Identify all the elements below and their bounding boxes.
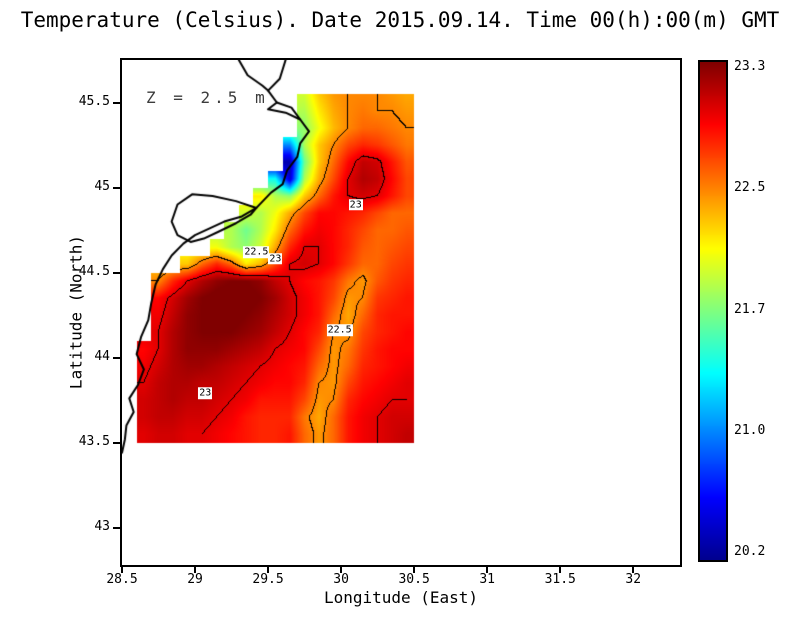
contour-label: 22.5 bbox=[243, 246, 270, 258]
y-tick-mark bbox=[113, 101, 120, 104]
chart-title: Temperature (Celsius). Date 2015.09.14. … bbox=[20, 8, 780, 32]
x-axis-label: Longitude (East) bbox=[323, 588, 479, 607]
y-tick-label: 45.5 bbox=[78, 93, 110, 109]
colorbar-tick-label: 21.0 bbox=[734, 422, 766, 438]
x-tick-mark bbox=[632, 567, 635, 573]
y-tick-mark bbox=[113, 186, 120, 189]
colorbar-tick-label: 20.2 bbox=[734, 544, 766, 559]
x-tick-mark bbox=[121, 567, 123, 573]
y-tick-label: 43 bbox=[94, 518, 110, 534]
x-tick-label: 31.5 bbox=[544, 572, 576, 587]
depth-annotation: Z = 2.5 m bbox=[146, 88, 269, 107]
contour-label: 22.5 bbox=[326, 324, 353, 337]
x-tick-mark bbox=[413, 567, 416, 573]
x-tick-mark bbox=[267, 567, 270, 573]
x-tick-label: 28.5 bbox=[106, 572, 138, 587]
x-tick-label: 30 bbox=[333, 572, 349, 587]
y-tick-mark bbox=[113, 271, 120, 274]
colorbar-tick-label: 23.3 bbox=[734, 59, 766, 74]
x-tick-label: 29 bbox=[187, 572, 203, 587]
y-tick-mark bbox=[113, 356, 120, 359]
y-tick-label: 44 bbox=[94, 348, 110, 364]
colorbar-canvas bbox=[698, 60, 728, 562]
y-tick-mark bbox=[113, 526, 120, 529]
x-tick-mark bbox=[340, 567, 343, 573]
contour-label: 23 bbox=[348, 198, 363, 211]
y-tick-label: 44.5 bbox=[78, 263, 110, 279]
x-tick-mark bbox=[559, 567, 562, 573]
y-axis-label: Latitude (North) bbox=[66, 234, 86, 390]
x-tick-label: 31 bbox=[479, 572, 495, 587]
x-tick-label: 29.5 bbox=[252, 572, 284, 587]
x-tick-label: 32 bbox=[625, 572, 642, 587]
x-tick-label: 30.5 bbox=[398, 572, 430, 587]
y-tick-label: 45 bbox=[94, 178, 110, 194]
x-tick-mark bbox=[486, 567, 489, 573]
contour-label: 23 bbox=[198, 387, 213, 400]
y-tick-mark bbox=[113, 441, 120, 444]
colorbar-tick-label: 22.5 bbox=[734, 180, 766, 196]
colorbar-tick-label: 21.7 bbox=[734, 301, 766, 317]
heatmap-plot-canvas bbox=[120, 58, 682, 567]
x-tick-mark bbox=[194, 567, 197, 573]
y-tick-label: 43.5 bbox=[78, 433, 110, 449]
contour-label: 23 bbox=[268, 253, 283, 265]
